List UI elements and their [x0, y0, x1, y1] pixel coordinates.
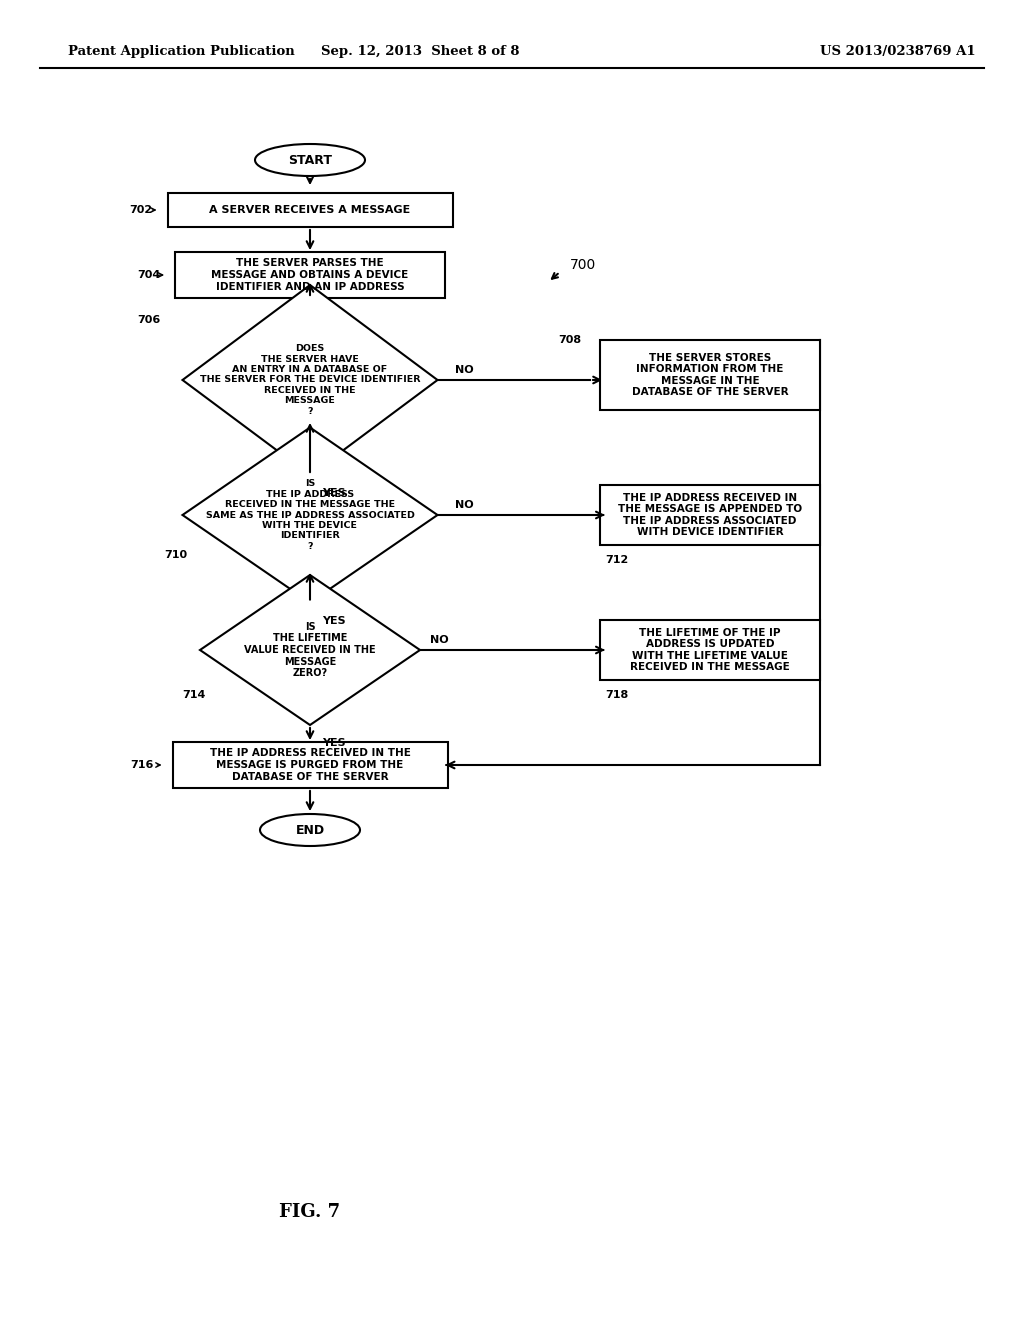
Text: A SERVER RECEIVES A MESSAGE: A SERVER RECEIVES A MESSAGE	[209, 205, 411, 215]
Bar	[600, 341, 820, 411]
Bar	[600, 620, 820, 680]
Bar	[600, 484, 820, 545]
Text: 708: 708	[558, 335, 582, 345]
Text: 704: 704	[137, 271, 160, 280]
Text: 712: 712	[605, 554, 629, 565]
Text: START: START	[288, 153, 332, 166]
Text: THE IP ADDRESS RECEIVED IN
THE MESSAGE IS APPENDED TO
THE IP ADDRESS ASSOCIATED
: THE IP ADDRESS RECEIVED IN THE MESSAGE I…	[617, 492, 802, 537]
Polygon shape	[182, 428, 437, 602]
Text: NO: NO	[430, 635, 449, 645]
Text: 710: 710	[165, 550, 187, 560]
Text: YES: YES	[322, 488, 346, 498]
Text: NO: NO	[456, 366, 474, 375]
Polygon shape	[182, 285, 437, 475]
Text: IS
THE IP ADDRESS
RECEIVED IN THE MESSAGE THE
SAME AS THE IP ADDRESS ASSOCIATED
: IS THE IP ADDRESS RECEIVED IN THE MESSAG…	[206, 479, 415, 550]
Text: 718: 718	[605, 690, 629, 700]
Text: THE SERVER PARSES THE
MESSAGE AND OBTAINS A DEVICE
IDENTIFIER AND AN IP ADDRESS: THE SERVER PARSES THE MESSAGE AND OBTAIN…	[211, 259, 409, 292]
Text: US 2013/0238769 A1: US 2013/0238769 A1	[820, 45, 976, 58]
Text: NO: NO	[456, 500, 474, 510]
Text: THE SERVER STORES
INFORMATION FROM THE
MESSAGE IN THE
DATABASE OF THE SERVER: THE SERVER STORES INFORMATION FROM THE M…	[632, 352, 788, 397]
Text: DOES
THE SERVER HAVE
AN ENTRY IN A DATABASE OF
THE SERVER FOR THE DEVICE IDENTIF: DOES THE SERVER HAVE AN ENTRY IN A DATAB…	[200, 345, 420, 416]
Text: 714: 714	[182, 690, 206, 700]
Bar	[168, 193, 453, 227]
Text: THE IP ADDRESS RECEIVED IN THE
MESSAGE IS PURGED FROM THE
DATABASE OF THE SERVER: THE IP ADDRESS RECEIVED IN THE MESSAGE I…	[210, 748, 411, 781]
Polygon shape	[200, 576, 420, 725]
Text: 702: 702	[129, 205, 153, 215]
Ellipse shape	[255, 144, 365, 176]
Bar	[175, 252, 445, 298]
Text: THE LIFETIME OF THE IP
ADDRESS IS UPDATED
WITH THE LIFETIME VALUE
RECEIVED IN TH: THE LIFETIME OF THE IP ADDRESS IS UPDATE…	[630, 627, 790, 672]
Ellipse shape	[260, 814, 360, 846]
Text: FIG. 7: FIG. 7	[280, 1203, 341, 1221]
Text: YES: YES	[322, 615, 346, 626]
Text: END: END	[296, 824, 325, 837]
Text: YES: YES	[322, 738, 346, 748]
Text: 700: 700	[570, 257, 596, 272]
Bar	[172, 742, 447, 788]
Text: IS
THE LIFETIME
VALUE RECEIVED IN THE
MESSAGE
ZERO?: IS THE LIFETIME VALUE RECEIVED IN THE ME…	[244, 622, 376, 678]
Text: 706: 706	[137, 315, 161, 325]
Text: Patent Application Publication: Patent Application Publication	[68, 45, 295, 58]
Text: 716: 716	[130, 760, 154, 770]
Text: Sep. 12, 2013  Sheet 8 of 8: Sep. 12, 2013 Sheet 8 of 8	[321, 45, 519, 58]
